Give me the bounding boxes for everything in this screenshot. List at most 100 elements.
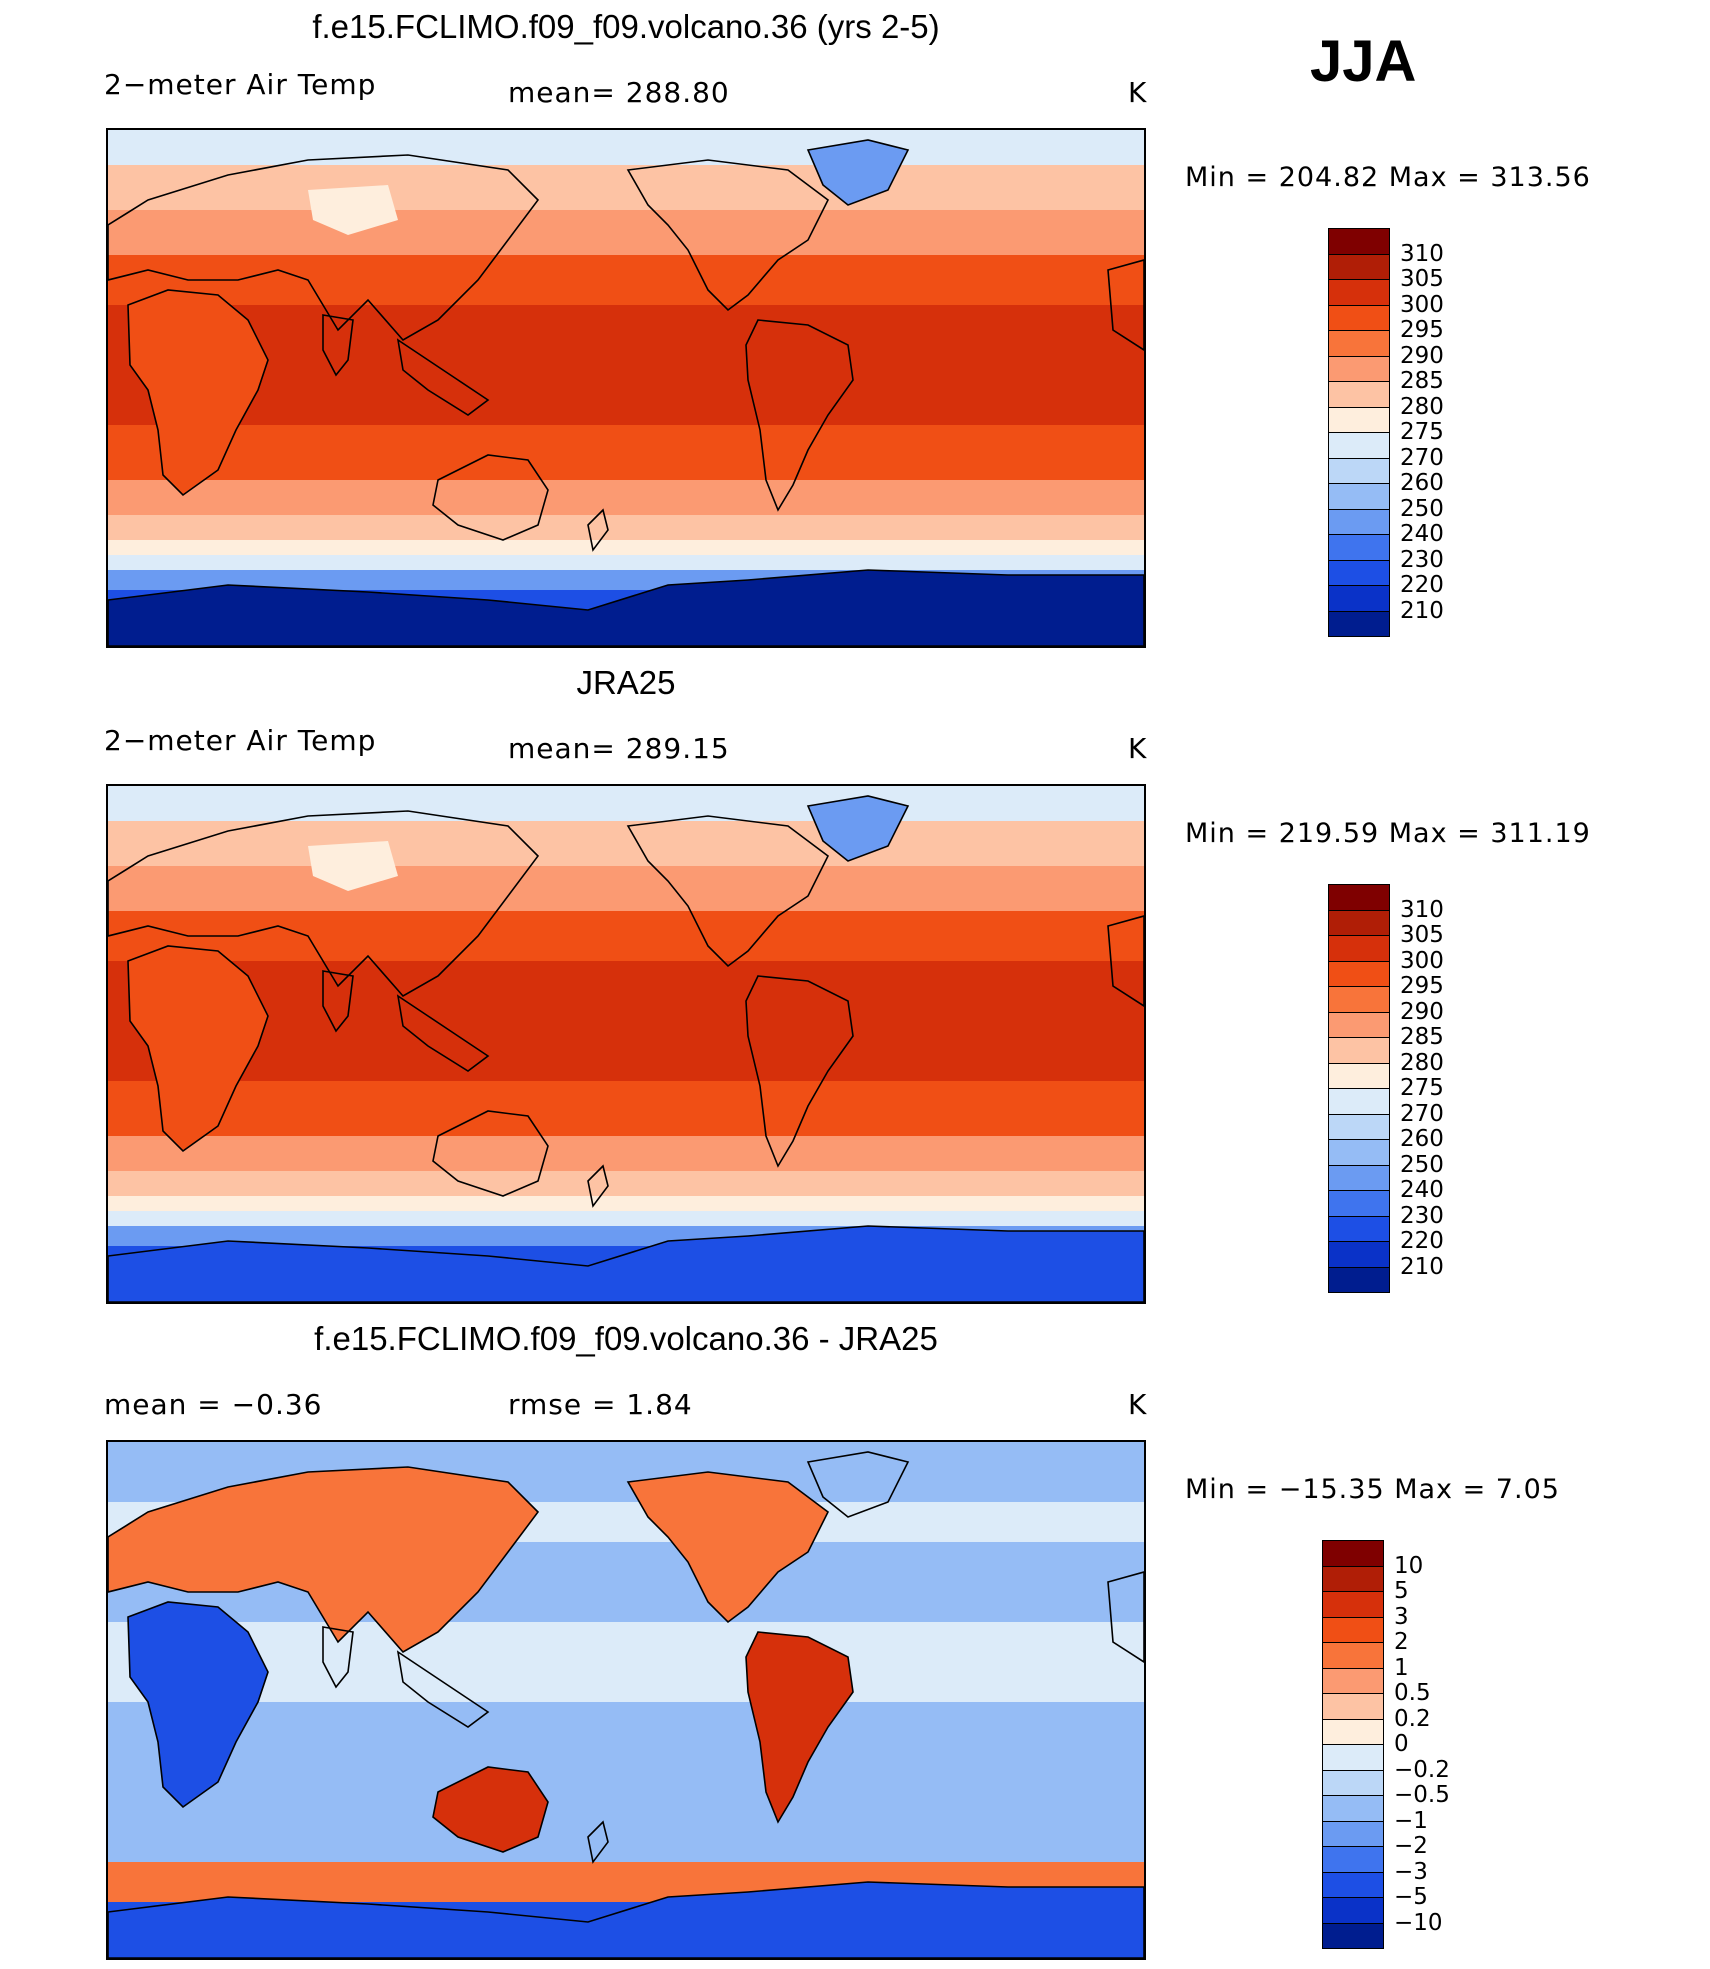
colorbar-tick-label: 260: [1400, 1126, 1444, 1152]
colorbar-swatch: [1328, 1164, 1390, 1191]
colorbar-tick-label: 295: [1400, 973, 1444, 999]
coastline-seasia: [396, 1650, 490, 1728]
colorbar-swatch: [1322, 1591, 1384, 1618]
africa-fill: [128, 946, 268, 1151]
colorbar-swatch: [1328, 1241, 1390, 1268]
panel-3-map-svg: [108, 1442, 1144, 1958]
panel-1-title: f.e15.FCLIMO.f09_f09.volcano.36 (yrs 2-5…: [312, 8, 940, 45]
colorbar-swatch: [1322, 1616, 1384, 1643]
colorbar-tick-label: 300: [1400, 291, 1444, 318]
panel-2-variable-label: 2−meter Air Temp: [104, 724, 377, 757]
colorbar-tick-label: 270: [1400, 444, 1444, 471]
panel-3-mean-label: mean = −0.36: [104, 1388, 323, 1421]
colorbar-swatch: [1328, 279, 1390, 306]
panel-3-difference-bands: [108, 1442, 1144, 1958]
colorbar-swatch: [1322, 1693, 1384, 1720]
colorbar-tick-label: 250: [1400, 1151, 1444, 1178]
coastline-seasia: [396, 338, 490, 416]
coastline-namerica: [626, 159, 830, 312]
colorbar-tick-label: −3: [1394, 1858, 1428, 1885]
coastline-samerica: [745, 319, 854, 512]
colorbar-tick-label: 260: [1400, 470, 1444, 496]
coastline-greenland: [806, 139, 910, 206]
tropic-band: [108, 961, 1144, 1081]
africa-fill: [128, 290, 268, 495]
high-lat-band: [108, 821, 1144, 866]
colorbar-swatch: [1322, 1565, 1384, 1592]
panel-2-map-svg: [108, 786, 1144, 1302]
colorbar-swatch: [1328, 1088, 1390, 1115]
coastline-india: [322, 314, 354, 377]
panel-1-units: K: [1128, 76, 1148, 109]
panel-2-map: [106, 784, 1146, 1304]
panel-1-minmax: Min = 204.82 Max = 313.56: [1185, 162, 1591, 193]
coastline-seasia: [396, 994, 490, 1072]
panel-3-title: f.e15.FCLIMO.f09_f09.volcano.36 - JRA25: [314, 1320, 938, 1357]
colorbar-swatch: [1328, 304, 1390, 331]
coastline-india: [322, 970, 354, 1033]
coastline-australia: [432, 1766, 549, 1853]
difference-band: [108, 1622, 1144, 1702]
colorbar-tick-label: 5: [1394, 1578, 1409, 1604]
colorbar-tick-label: 310: [1400, 896, 1444, 923]
colorbar-swatch: [1322, 1897, 1384, 1924]
coastline-westafrica: [1107, 915, 1144, 1007]
coastline-australia: [432, 1110, 549, 1197]
colorbar-swatch: [1328, 483, 1390, 510]
eurasia-diff-fill: [108, 1467, 538, 1652]
colorbar-swatch: [1328, 1062, 1390, 1089]
coastline-greenland: [806, 795, 910, 862]
south-icy-band: [108, 555, 1144, 570]
colorbar-tick-label: 0.2: [1394, 1705, 1431, 1732]
colorbar-swatch: [1322, 1744, 1384, 1771]
colorbar-tick-label: 230: [1400, 1202, 1444, 1229]
colorbar-tick-label: 0.5: [1394, 1680, 1431, 1706]
colorbar-swatch: [1328, 585, 1390, 612]
coastline-greenland: [806, 1451, 910, 1518]
difference-band: [108, 1742, 1144, 1802]
colorbar-swatch: [1322, 1922, 1384, 1949]
colorbar-swatch: [1328, 1011, 1390, 1038]
colorbar-tick-label: −0.5: [1394, 1782, 1450, 1808]
colorbar-tick-label: 220: [1400, 572, 1444, 598]
coastline-westafrica: [1107, 1571, 1144, 1663]
colorbar-swatch: [1328, 1266, 1390, 1293]
colorbar-swatch: [1328, 559, 1390, 586]
colorbar-tick-label: −2: [1394, 1833, 1428, 1859]
coastline-eurasia: [108, 810, 540, 998]
africa-diff-fill: [128, 1602, 268, 1807]
colorbar-swatch: [1328, 610, 1390, 637]
tibet-fill: [308, 841, 398, 891]
colorbar-tick-label: 310: [1400, 240, 1444, 267]
colorbar-tick-label: 290: [1400, 342, 1444, 369]
panel-3-rmse-label: rmse = 1.84: [508, 1388, 693, 1421]
colorbar-tick-label: 230: [1400, 546, 1444, 573]
coastline-antarctica: [108, 1881, 1144, 1958]
south-pale-band: [108, 1196, 1144, 1211]
coastline-eurasia: [108, 154, 540, 342]
colorbar-swatch: [1322, 1667, 1384, 1694]
colorbar-swatch: [1328, 935, 1390, 962]
antarctica-fill: [108, 1226, 1144, 1302]
panel-3-coastlines: [108, 1451, 1144, 1958]
colorbar-swatch: [1322, 1846, 1384, 1873]
arctic-band: [108, 130, 1144, 165]
colorbar-tick-label: 240: [1400, 521, 1444, 547]
antarctica-fill: [108, 570, 1144, 646]
panel-1-variable-label: 2−meter Air Temp: [104, 68, 377, 101]
colorbar-swatch: [1328, 909, 1390, 936]
samerica-diff-fill: [746, 1632, 853, 1822]
colorbar-tick-label: 210: [1400, 597, 1444, 624]
panel-2-temperature-bands: [108, 786, 1144, 1302]
colorbar-swatch: [1328, 432, 1390, 459]
coastline-samerica: [745, 1631, 854, 1824]
coastline-samerica: [745, 975, 854, 1168]
colorbar-tick-label: 1: [1394, 1654, 1409, 1681]
colorbar-swatch: [1328, 1113, 1390, 1140]
colorbar-tick-label: 250: [1400, 495, 1444, 522]
colorbar-swatch: [1322, 1718, 1384, 1745]
colorbar-tick-label: 220: [1400, 1228, 1444, 1254]
coastline-nz: [587, 1820, 609, 1864]
namerica-diff-fill: [628, 1472, 828, 1622]
colorbar-tick-label: 0: [1394, 1731, 1409, 1757]
